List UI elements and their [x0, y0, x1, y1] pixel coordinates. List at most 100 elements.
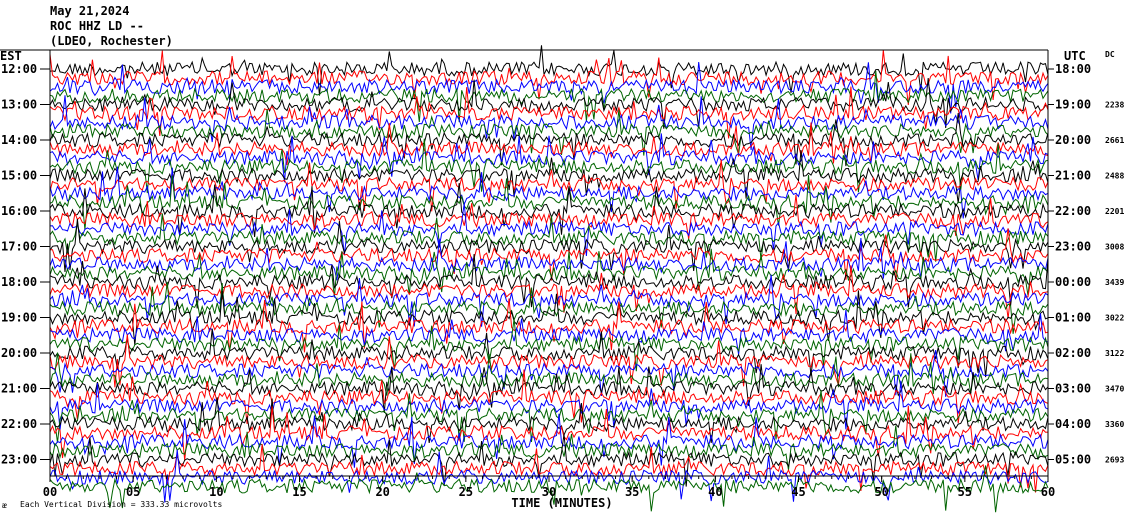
utc-hour-label: 04:00 — [1055, 417, 1091, 431]
trace-line — [49, 397, 1049, 443]
est-hour-label: 19:00 — [1, 311, 37, 325]
x-tick-label: 60 — [1041, 485, 1055, 499]
trace-line — [49, 334, 1049, 388]
trace-line — [49, 122, 1049, 166]
trace-line — [49, 310, 1049, 355]
trace-line — [49, 350, 1049, 397]
utc-hour-label: 19:00 — [1055, 98, 1091, 112]
dc-value: 2238 — [1105, 101, 1124, 110]
x-tick-label: 25 — [459, 485, 473, 499]
plot-date: May 21,2024 — [50, 4, 130, 18]
utc-hour-label: 03:00 — [1055, 382, 1091, 396]
x-axis-ticks: 00 05 10 15 20 25 30 35 40 45 50 55 60 — [43, 476, 1055, 499]
est-hour-label: 20:00 — [1, 346, 37, 360]
trace-line — [49, 425, 1049, 471]
x-tick-label: 40 — [708, 485, 722, 499]
dc-value: 3008 — [1105, 243, 1124, 252]
dc-header: DC — [1105, 50, 1115, 59]
est-hour-label: 16:00 — [1, 204, 37, 218]
trace-line — [49, 298, 1049, 353]
x-tick-label: 15 — [292, 485, 306, 499]
trace-line — [49, 133, 1049, 183]
trace-line — [49, 50, 1049, 106]
trace-line — [49, 166, 1049, 219]
x-tick-label: 50 — [874, 485, 888, 499]
x-tick-label: 30 — [542, 485, 556, 499]
utc-hour-label: 05:00 — [1055, 453, 1091, 467]
trace-line — [49, 265, 1049, 319]
x-tick-label: 45 — [791, 485, 805, 499]
trace-line — [49, 61, 1049, 114]
station-location: (LDEO, Rochester) — [50, 34, 173, 48]
trace-line — [49, 405, 1049, 461]
est-hour-label: 12:00 — [1, 62, 37, 76]
utc-hour-label: 01:00 — [1055, 311, 1091, 325]
x-tick-label: 20 — [375, 485, 389, 499]
trace-line — [49, 194, 1049, 240]
dc-value: 3360 — [1105, 420, 1124, 429]
trace-line — [49, 182, 1049, 238]
trace-line — [49, 369, 1049, 424]
trace-line — [49, 318, 1049, 372]
trace-line — [49, 248, 1049, 298]
utc-hour-label: 20:00 — [1055, 133, 1091, 147]
trace-line — [49, 281, 1049, 334]
est-hour-label: 14:00 — [1, 133, 37, 147]
est-hour-label: 13:00 — [1, 98, 37, 112]
dc-value: 2693 — [1105, 456, 1124, 465]
utc-hour-label: 21:00 — [1055, 169, 1091, 183]
x-tick-label: 35 — [625, 485, 639, 499]
trace-line — [49, 149, 1049, 204]
utc-hour-label: 22:00 — [1055, 204, 1091, 218]
x-axis-label: TIME (MINUTES) — [511, 496, 612, 510]
x-tick-label: 00 — [43, 485, 57, 499]
trace-line — [49, 86, 1049, 139]
trace-line — [49, 213, 1049, 262]
trace-line — [49, 70, 1049, 123]
seismic-traces — [49, 45, 1049, 513]
trace-line — [49, 465, 1049, 513]
dc-value: 3022 — [1105, 314, 1124, 323]
trace-line — [49, 390, 1049, 443]
trace-line — [49, 274, 1049, 327]
est-hour-label: 22:00 — [1, 417, 37, 431]
utc-hour-label: 23:00 — [1055, 240, 1091, 254]
trace-line — [49, 95, 1049, 151]
trace-line — [49, 434, 1049, 487]
utc-hour-label: 00:00 — [1055, 275, 1091, 289]
trace-line — [49, 290, 1049, 345]
trace-line — [49, 254, 1049, 309]
station-code: ROC HHZ LD -- — [50, 19, 144, 33]
est-hour-label: 21:00 — [1, 382, 37, 396]
dc-value: 2488 — [1105, 172, 1124, 181]
trace-line — [49, 77, 1049, 129]
utc-hour-label: 02:00 — [1055, 346, 1091, 360]
dc-value: 3439 — [1105, 278, 1124, 287]
trace-line — [49, 444, 1049, 493]
logo-mark: ᴂ — [2, 501, 7, 510]
scale-note: Each Vertical Division = 333.33 microvol… — [20, 500, 222, 509]
trace-line — [49, 352, 1049, 396]
utc-hour-label: 18:00 — [1055, 62, 1091, 76]
trace-line — [49, 138, 1049, 194]
trace-line — [49, 413, 1049, 468]
dc-value: 3470 — [1105, 385, 1124, 394]
left-timezone-label: EST — [0, 49, 22, 63]
est-hour-label: 15:00 — [1, 169, 37, 183]
right-timezone-label: UTC — [1064, 49, 1086, 63]
est-hour-label: 17:00 — [1, 240, 37, 254]
dc-value: 3122 — [1105, 349, 1124, 358]
est-hour-label: 18:00 — [1, 275, 37, 289]
trace-line — [49, 237, 1049, 281]
trace-line — [49, 159, 1049, 212]
trace-line — [49, 109, 1049, 156]
x-tick-label: 10 — [209, 485, 223, 499]
x-tick-label: 55 — [958, 485, 972, 499]
dc-value: 2661 — [1105, 136, 1124, 145]
trace-line — [49, 364, 1049, 414]
trace-line — [49, 175, 1049, 230]
x-tick-label: 05 — [126, 485, 140, 499]
trace-line — [49, 218, 1049, 272]
trace-line — [49, 328, 1049, 378]
est-hour-label: 23:00 — [1, 453, 37, 467]
